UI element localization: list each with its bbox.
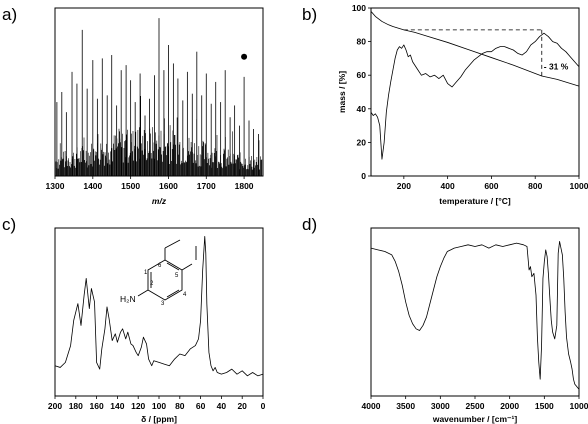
panel-c-nmr: c) 200 180 160 140 120 100 80 60 40 20 0 δ / [ppm]… (2, 215, 266, 424)
panel-a-mass-spectrum: a) 1300 1400 1500 1600 1700 1800 m/z (2, 5, 264, 206)
panel-b-y-tick-label: 100 (352, 3, 366, 13)
panel-b-tga: b) - 31 % 200 400 600 800 1000 020406080100 … (302, 3, 588, 206)
panel-a-baseline-noise (55, 96, 263, 176)
panel-a-x-ticks: 1300 1400 1500 1600 1700 1800 (46, 176, 254, 191)
amine-bond (137, 289, 149, 297)
panel-b-dsc-curve (370, 32, 580, 160)
panel-c-x-tick-label: 200 (48, 401, 62, 411)
panel-a-x-tick-label: 1500 (121, 181, 140, 191)
panel-b-y-tick-label: 40 (357, 104, 367, 114)
panel-b-frame (370, 7, 580, 177)
panel-c-x-tick-label: 120 (131, 401, 145, 411)
panel-b-letter: b) (302, 5, 317, 24)
panel-b-x-tick-label: 200 (397, 181, 411, 191)
ring-double-bond-3 (166, 262, 180, 271)
panel-b-y-tick-label: 20 (357, 137, 367, 147)
panel-d-ir-spectrum (370, 241, 580, 390)
panel-d-letter: d) (302, 215, 317, 234)
panel-c-x-tick-label: 20 (237, 401, 247, 411)
panel-b-x-axis-title: temperature / [°C] (439, 196, 511, 206)
panel-b-x-tick-label: 800 (528, 181, 542, 191)
ring-position-3: 3 (161, 301, 165, 307)
panel-d-frame (370, 227, 580, 397)
panel-c-nmr-spectrum (54, 236, 264, 377)
panel-c-x-tick-label: 40 (217, 401, 227, 411)
panel-b-x-tick-label: 400 (441, 181, 455, 191)
ring-position-5: 5 (175, 273, 179, 279)
ring-position-1: 1 (144, 270, 148, 276)
panel-c-x-tick-label: 160 (90, 401, 104, 411)
panel-b-x-tick-label: 1000 (570, 181, 588, 191)
panel-c-letter: c) (2, 215, 16, 234)
panel-d-x-tick-label: 3000 (431, 401, 450, 411)
ring-position-4: 4 (183, 292, 187, 298)
panel-a-x-tick-label: 1600 (159, 181, 178, 191)
ring-position-2: 2 (150, 281, 154, 287)
panel-b-y-tick-label: 80 (357, 37, 367, 47)
panel-d-x-tick-label: 2500 (466, 401, 485, 411)
panel-d-x-ticks: 4000 3500 3000 2500 2000 1500 1000 (362, 396, 588, 411)
panel-b-mass-loss-label: - 31 % (544, 61, 569, 71)
panel-d-x-axis-title: wavenumber / [cm⁻¹] (432, 414, 517, 424)
panel-a-x-tick-label: 1300 (46, 181, 65, 191)
panel-c-x-tick-label: 60 (196, 401, 206, 411)
panel-b-y-tick-label: 60 (357, 70, 367, 80)
panel-c-x-ticks: 200 180 160 140 120 100 80 60 40 20 0 (48, 396, 266, 411)
panel-b-y-axis-title: mass / [%] (337, 71, 347, 113)
ring-double-bond-2 (166, 289, 180, 298)
panel-d-x-tick-label: 4000 (362, 401, 381, 411)
methoxy-bond-2 (181, 263, 193, 271)
methyl-bond-1 (164, 239, 181, 249)
panel-b-y-ticks: 0 20 40 60 80 100 (352, 3, 371, 181)
panel-b-mass-curve (370, 11, 580, 87)
panel-b-x-ticks: 200 400 600 800 1000 (397, 176, 588, 191)
panel-a-x-tick-label: 1800 (235, 181, 254, 191)
panel-d-x-tick-label: 1500 (535, 401, 554, 411)
panel-a-x-tick-label: 1400 (83, 181, 102, 191)
panel-b-x-tick-label: 600 (484, 181, 498, 191)
panel-a-letter: a) (2, 5, 17, 24)
benzene-ring (147, 259, 183, 301)
panel-c-x-tick-label: 0 (261, 401, 266, 411)
panel-d-ir: d) 4000 3500 3000 2500 2000 1500 1000 wavenumb… (302, 215, 588, 424)
panel-c-x-axis-title: δ / [ppm] (141, 414, 177, 424)
panel-c-x-tick-label: 80 (175, 401, 185, 411)
panel-a-marker-dot (241, 53, 248, 60)
panel-a-x-axis-title: m/z (152, 196, 167, 206)
panel-c-x-tick-label: 180 (69, 401, 83, 411)
panel-c-frame (54, 227, 264, 397)
panel-d-x-tick-label: 1000 (570, 401, 588, 411)
panel-d-x-tick-label: 2000 (500, 401, 519, 411)
dimethoxyaniline-structure: H₂N 1 2 3 4 5 6 (120, 239, 197, 307)
panel-c-x-tick-label: 100 (152, 401, 166, 411)
ring-position-6: 6 (158, 263, 162, 269)
noise-bars (55, 96, 263, 176)
panel-c-x-tick-label: 140 (110, 401, 124, 411)
panel-b-y-tick-label: 0 (361, 171, 366, 181)
panel-d-x-tick-label: 3500 (396, 401, 415, 411)
panel-a-x-tick-label: 1700 (197, 181, 216, 191)
amine-label: H₂N (120, 294, 136, 304)
